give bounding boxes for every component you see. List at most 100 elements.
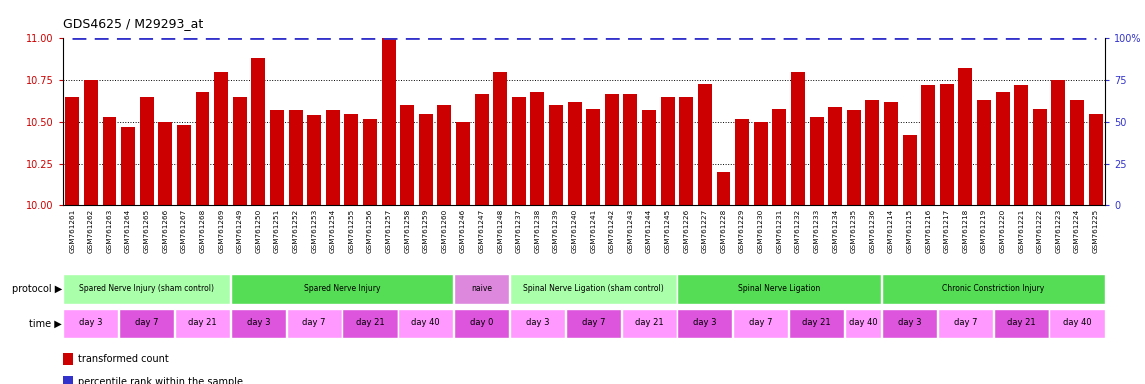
Text: day 21: day 21	[356, 318, 385, 328]
Text: day 0: day 0	[469, 318, 493, 328]
Text: GSM761215: GSM761215	[907, 209, 913, 253]
Text: GSM761217: GSM761217	[943, 209, 949, 253]
Text: day 21: day 21	[188, 318, 216, 328]
Text: GSM761229: GSM761229	[740, 209, 745, 253]
Bar	[401, 105, 414, 384]
Text: day 7: day 7	[954, 318, 977, 328]
Text: Spared Nerve Injury: Spared Nerve Injury	[303, 284, 380, 293]
Bar	[214, 72, 228, 384]
Text: GSM761265: GSM761265	[144, 209, 150, 253]
Bar	[996, 92, 1010, 384]
Bar	[286, 309, 341, 338]
Bar	[381, 38, 395, 384]
Bar	[1051, 80, 1065, 384]
Bar	[847, 110, 861, 384]
Bar	[642, 110, 656, 384]
Text: GSM761244: GSM761244	[646, 209, 652, 253]
Bar	[231, 309, 286, 338]
Bar	[289, 110, 302, 384]
Bar	[510, 309, 564, 338]
Text: GSM761214: GSM761214	[889, 209, 894, 253]
Bar	[158, 122, 172, 384]
Bar	[586, 109, 600, 384]
Bar	[437, 105, 451, 384]
Text: day 21: day 21	[1006, 318, 1035, 328]
Bar	[65, 97, 79, 384]
Bar	[196, 92, 210, 384]
Bar	[845, 309, 882, 338]
Text: GSM761260: GSM761260	[442, 209, 448, 253]
Text: day 3: day 3	[898, 318, 922, 328]
Bar	[733, 309, 788, 338]
Text: day 40: day 40	[848, 318, 877, 328]
Bar	[232, 97, 246, 384]
Bar	[177, 125, 191, 384]
Bar	[566, 309, 621, 338]
Bar	[679, 97, 693, 384]
Bar	[342, 309, 397, 338]
Text: GSM761233: GSM761233	[814, 209, 820, 253]
Text: day 40: day 40	[1063, 318, 1091, 328]
Bar	[940, 83, 954, 384]
Bar	[678, 309, 733, 338]
Bar	[1033, 109, 1047, 384]
Text: Spinal Nerve Ligation: Spinal Nerve Ligation	[739, 284, 821, 293]
Bar	[103, 117, 117, 384]
Bar	[455, 309, 510, 338]
Text: GDS4625 / M29293_at: GDS4625 / M29293_at	[63, 17, 203, 30]
Text: GSM761228: GSM761228	[720, 209, 726, 253]
Bar	[175, 309, 230, 338]
Bar	[345, 114, 358, 384]
Text: GSM761247: GSM761247	[479, 209, 484, 253]
Bar	[63, 353, 73, 364]
Text: GSM761250: GSM761250	[255, 209, 261, 253]
Text: GSM761267: GSM761267	[181, 209, 187, 253]
Text: GSM761219: GSM761219	[981, 209, 987, 253]
Bar	[678, 274, 882, 304]
Bar	[363, 119, 377, 384]
Bar	[398, 309, 453, 338]
Text: GSM761236: GSM761236	[869, 209, 875, 253]
Bar	[789, 309, 844, 338]
Bar	[661, 97, 674, 384]
Bar	[63, 309, 118, 338]
Text: GSM761264: GSM761264	[125, 209, 131, 253]
Text: GSM761239: GSM761239	[553, 209, 559, 253]
Bar	[307, 115, 321, 384]
Bar	[493, 72, 507, 384]
Text: GSM761240: GSM761240	[571, 209, 577, 253]
Text: day 7: day 7	[582, 318, 605, 328]
Text: GSM761216: GSM761216	[925, 209, 931, 253]
Bar	[530, 92, 544, 384]
Text: day 3: day 3	[79, 318, 103, 328]
Text: GSM761249: GSM761249	[237, 209, 243, 253]
Text: GSM761251: GSM761251	[274, 209, 279, 253]
Bar	[791, 72, 805, 384]
Bar	[119, 309, 174, 338]
Text: GSM761230: GSM761230	[758, 209, 764, 253]
Text: naive: naive	[471, 284, 492, 293]
Text: GSM761261: GSM761261	[70, 209, 76, 253]
Bar	[810, 117, 823, 384]
Bar	[252, 58, 266, 384]
Bar	[866, 100, 879, 384]
Bar	[753, 122, 767, 384]
Bar	[884, 102, 898, 384]
Text: GSM761252: GSM761252	[293, 209, 299, 253]
Text: day 3: day 3	[526, 318, 550, 328]
Bar	[605, 94, 618, 384]
Text: GSM761231: GSM761231	[776, 209, 782, 253]
Text: day 7: day 7	[302, 318, 326, 328]
Text: GSM761253: GSM761253	[311, 209, 317, 253]
Bar	[475, 94, 489, 384]
Text: GSM761232: GSM761232	[795, 209, 800, 253]
Text: GSM761262: GSM761262	[88, 209, 94, 253]
Text: day 7: day 7	[749, 318, 773, 328]
Bar	[63, 376, 73, 384]
Text: GSM761223: GSM761223	[1056, 209, 1061, 253]
Bar	[84, 80, 97, 384]
Text: GSM761255: GSM761255	[348, 209, 354, 253]
Bar	[455, 274, 510, 304]
Text: GSM761242: GSM761242	[609, 209, 615, 253]
Bar	[419, 114, 433, 384]
